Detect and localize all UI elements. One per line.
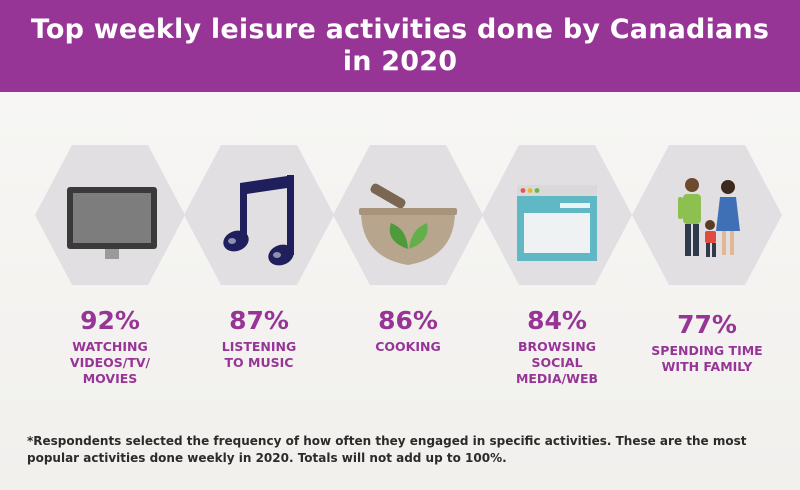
music-note-icon [223,175,294,266]
category-label: SPENDING TIME WITH FAMILY [651,343,763,374]
activity-watching-tv: 92% WATCHING VIDEOS/TV/ MOVIES [35,145,185,386]
value-label: 84% [527,306,587,335]
category-label: COOKING [375,339,441,354]
value-label: 87% [229,306,289,335]
chart-title: Top weekly leisure activities done by Ca… [30,14,770,77]
category-label: WATCHING VIDEOS/TV/ MOVIES [69,339,151,386]
activity-browsing-web: 84% BROWSING SOCIAL MEDIA/WEB [482,145,632,386]
hexagon [632,145,782,285]
title-banner: Top weekly leisure activities done by Ca… [0,0,800,92]
activity-family-time: 77% SPENDING TIME WITH FAMILY [632,145,782,374]
tv-icon [67,187,157,264]
family-icon [678,178,740,257]
browser-window-icon [517,185,597,261]
category-label: LISTENING TO MUSIC [221,339,297,370]
hexagon [35,145,185,285]
activity-cooking: 86% COOKING [333,145,483,354]
hexagon [482,145,632,285]
mortar-pestle-icon [359,183,457,265]
footnote: *Respondents selected the frequency of h… [27,434,747,465]
value-label: 86% [378,306,438,335]
hexagon [333,145,483,285]
category-label: BROWSING SOCIAL MEDIA/WEB [515,339,599,386]
value-label: 92% [80,306,140,335]
hexagon [184,145,334,285]
value-label: 77% [677,310,737,339]
activity-listening-music: 87% LISTENING TO MUSIC [184,145,334,370]
